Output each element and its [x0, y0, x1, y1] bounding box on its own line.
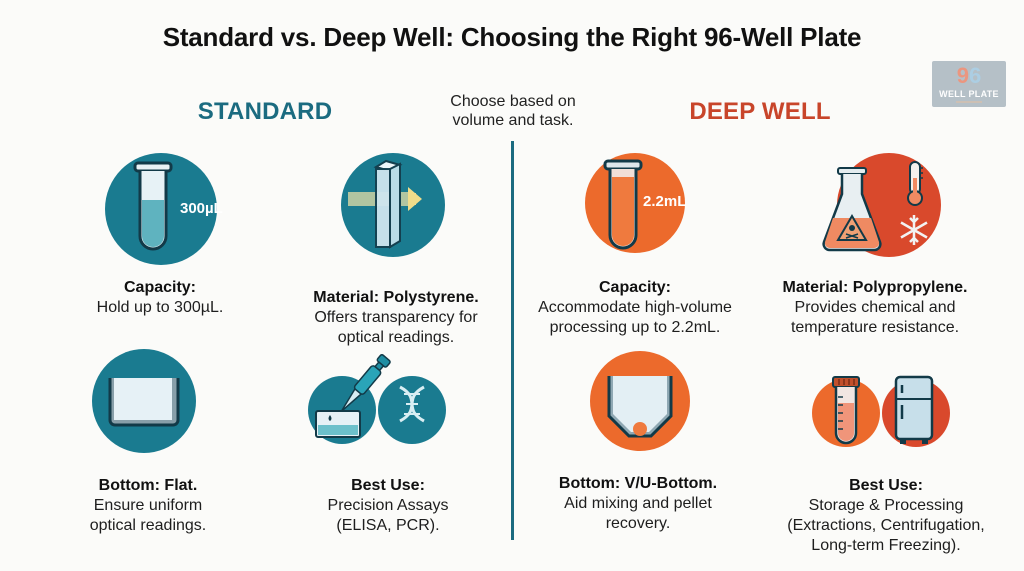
card-desc-line: Provides chemical and — [794, 299, 956, 316]
card-desc-line: processing up to 2.2mL. — [549, 319, 721, 336]
card-label: Best Use: — [849, 477, 923, 494]
logo-text: WELL PLATE — [939, 89, 999, 99]
sample-tube-freezer-icon — [776, 349, 996, 464]
center-note: Choose based on volume and task. — [430, 92, 596, 130]
card-desc-line: (Extractions, Centrifugation, — [787, 517, 985, 534]
card-label: Material: Polystyrene. — [313, 289, 479, 306]
standard-capacity-card: 300µL Capacity: Hold up to 300µL. — [40, 153, 280, 318]
center-divider — [511, 141, 514, 540]
center-note-line-1: Choose based on — [450, 93, 576, 110]
standard-bottom-card: Bottom: Flat. Ensure uniform optical rea… — [28, 349, 268, 536]
logo-subline — [956, 101, 982, 103]
center-note-line-2: volume and task. — [452, 112, 574, 129]
logo-number: 96 — [932, 63, 1006, 89]
logo-digit-9: 9 — [956, 63, 969, 88]
card-desc-line: Hold up to 300µL. — [96, 299, 224, 316]
card-desc-line: Offers transparency for — [314, 309, 478, 326]
flask-thermometer-snowflake-icon — [755, 153, 995, 268]
card-desc-line: Long-term Freezing). — [811, 537, 961, 554]
card-desc-line: Precision Assays — [327, 497, 449, 514]
card-label: Capacity: — [598, 279, 672, 296]
deep-well-heading: DEEP WELL — [689, 98, 831, 125]
card-label: Bottom: V/U-Bottom. — [558, 475, 718, 492]
card-label: Bottom: Flat. — [98, 477, 198, 494]
card-label: Material: Polypropylene. — [782, 279, 968, 296]
card-desc-line: Storage & Processing — [808, 497, 964, 514]
test-tube-icon: 2.2mL — [515, 153, 755, 268]
card-desc-line: optical readings. — [89, 517, 207, 534]
card-desc-line: Accommodate high-volume — [538, 299, 732, 316]
card-label: Capacity: — [123, 279, 197, 296]
card-desc-line: Ensure uniform — [93, 497, 203, 514]
test-tube-icon: 300µL — [40, 153, 280, 268]
standard-best-use-card: Best Use: Precision Assays (ELISA, PCR). — [268, 349, 508, 536]
capacity-value: 300µL — [180, 200, 223, 217]
brand-logo: 96 WELL PLATE — [932, 61, 1006, 107]
logo-digit-6: 6 — [969, 63, 982, 88]
standard-heading: STANDARD — [197, 98, 333, 125]
standard-material-card: Material: Polystyrene. Offers transparen… — [276, 153, 516, 348]
capacity-value: 2.2mL — [643, 193, 687, 210]
card-label: Best Use: — [351, 477, 425, 494]
card-desc-line: temperature resistance. — [790, 319, 960, 336]
card-desc-line: optical readings. — [337, 329, 455, 346]
deep-material-card: Material: Polypropylene. Provides chemic… — [755, 153, 995, 338]
cuvette-light-icon — [276, 153, 516, 268]
card-desc-line: recovery. — [605, 515, 671, 532]
card-desc-line: (ELISA, PCR). — [336, 517, 440, 534]
deep-bottom-card: Bottom: V/U-Bottom. Aid mixing and pelle… — [518, 349, 758, 534]
v-bottom-well-icon — [518, 349, 758, 464]
flat-bottom-well-icon — [28, 349, 268, 464]
pipette-dna-icon — [268, 349, 508, 464]
page-title: Standard vs. Deep Well: Choosing the Rig… — [162, 22, 862, 52]
deep-capacity-card: 2.2mL Capacity: Accommodate high-volume … — [515, 153, 755, 338]
deep-best-use-card: Best Use: Storage & Processing (Extracti… — [776, 349, 996, 556]
card-desc-line: Aid mixing and pellet — [564, 495, 712, 512]
